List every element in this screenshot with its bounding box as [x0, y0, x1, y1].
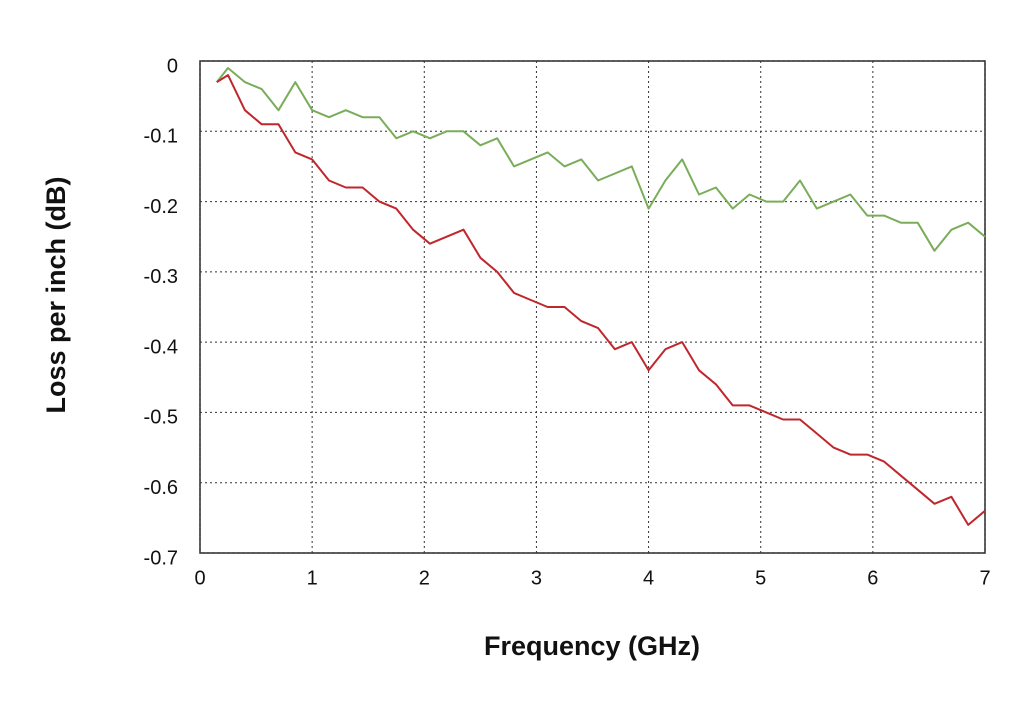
x-tick-label: 5 — [755, 567, 766, 589]
y-tick-label: -0.4 — [144, 336, 178, 358]
x-tick-label: 1 — [307, 567, 318, 589]
data-line — [216, 67, 986, 252]
plot-area — [199, 60, 986, 554]
y-tick-label: -0.2 — [144, 196, 178, 218]
data-line — [216, 74, 986, 526]
y-tick-label: 0 — [167, 55, 178, 77]
x-tick-label: 7 — [979, 567, 990, 589]
x-tick-label: 2 — [419, 567, 430, 589]
x-tick-label: 6 — [867, 567, 878, 589]
y-tick-label: -0.6 — [144, 477, 178, 499]
y-tick-label: -0.7 — [144, 547, 178, 569]
x-axis-label: Frequency (GHz) — [484, 631, 700, 661]
x-tick-label: 0 — [194, 567, 205, 589]
y-tick-label: -0.5 — [144, 407, 178, 429]
y-tick-label: -0.1 — [144, 126, 178, 148]
x-tick-label: 3 — [531, 567, 542, 589]
x-tick-label: 4 — [643, 567, 654, 589]
y-axis-label: Loss per inch (dB) — [41, 176, 71, 413]
y-tick-label: -0.3 — [144, 266, 178, 288]
